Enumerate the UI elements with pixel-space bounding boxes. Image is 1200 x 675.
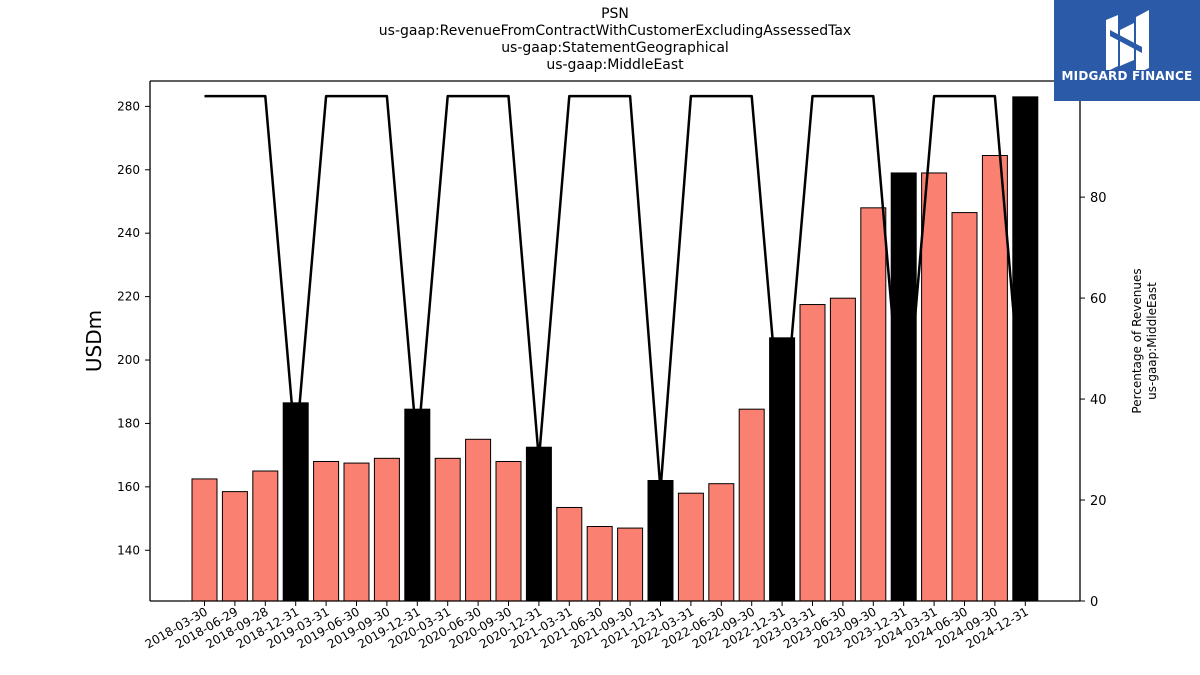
bar [981, 155, 1008, 602]
logo-text: MIDGARD FINANCE [1061, 69, 1193, 83]
bar [465, 438, 492, 602]
bar [434, 457, 461, 602]
y2-axis-label-line-1: Percentage of Revenues [1130, 268, 1144, 413]
y-tick-label: 160 [117, 480, 140, 494]
y-tick-label: 180 [117, 416, 140, 430]
y-tick-label: 240 [117, 226, 140, 240]
bar [373, 457, 400, 602]
chart-title: PSN us-gaap:RevenueFromContractWithCusto… [150, 6, 1080, 74]
title-line-1: PSN [601, 6, 629, 22]
bar [829, 297, 856, 602]
logo-mark-icon [1106, 10, 1149, 74]
bar [221, 491, 248, 602]
percentage-line [204, 94, 1027, 492]
y-tick-label: 220 [117, 290, 140, 304]
bar [647, 480, 674, 602]
bar [586, 525, 613, 602]
bar [191, 478, 218, 602]
y2-axis-label-line-2: us-gaap:MiddleEast [1145, 282, 1159, 400]
bar [860, 207, 887, 602]
bar [951, 212, 978, 602]
y-tick-label: 200 [117, 353, 140, 367]
bar [769, 337, 796, 602]
bar [617, 527, 644, 602]
bar [738, 408, 765, 602]
bar [890, 172, 917, 602]
title-line-3: us-gaap:StatementGeographical [501, 40, 729, 56]
bar [708, 483, 735, 602]
y-axis-label: USDm [82, 310, 106, 372]
bar [343, 462, 370, 602]
bar [282, 402, 309, 602]
y2-tick-label: 60 [1090, 292, 1107, 307]
bar [921, 172, 948, 602]
y-tick-label: 260 [117, 163, 140, 177]
title-line-4: us-gaap:MiddleEast [546, 57, 684, 73]
bar [252, 470, 279, 602]
bar [313, 460, 340, 602]
bar [556, 506, 583, 602]
bar [799, 304, 826, 602]
y-tick-label: 140 [117, 543, 140, 557]
title-line-2: us-gaap:RevenueFromContractWithCustomerE… [378, 23, 852, 39]
y2-tick-label: 40 [1090, 393, 1107, 408]
bar [525, 446, 552, 602]
y2-tick-label: 20 [1090, 494, 1107, 509]
bar [677, 492, 704, 602]
midgard-finance-logo: MIDGARD FINANCE [1054, 0, 1200, 101]
y-tick-label: 280 [117, 99, 140, 113]
y2-tick-label: 80 [1090, 191, 1107, 206]
bar [495, 460, 522, 602]
y2-tick-label: 0 [1090, 595, 1098, 610]
